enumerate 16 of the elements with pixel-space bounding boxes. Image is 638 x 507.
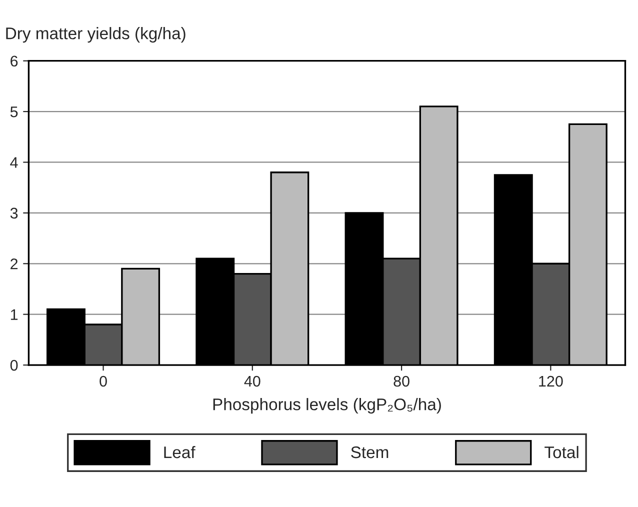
y-tick-label: 3 <box>10 208 18 219</box>
legend-label: Stem <box>351 446 388 458</box>
x-tick-label: 0 <box>100 376 107 387</box>
y-tick-label: 0 <box>10 360 18 371</box>
x-tick-label: 120 <box>539 376 563 387</box>
legend-label: Leaf <box>164 446 196 458</box>
y-tick-label: 5 <box>10 106 18 118</box>
y-tick-label: 1 <box>10 309 18 320</box>
y-tick-label: 2 <box>10 258 18 270</box>
x-tick-label: 80 <box>394 376 410 387</box>
y-tick-label: 4 <box>10 157 18 168</box>
y-tick-label: 6 <box>10 56 18 67</box>
x-axis-title: Phosphorus levels (kgP₂O₅/ha) <box>213 398 441 414</box>
x-tick-label: 40 <box>244 376 260 387</box>
legend-label: Total <box>544 446 578 458</box>
y-axis-title: Dry matter yields (kg/ha) <box>6 27 186 43</box>
